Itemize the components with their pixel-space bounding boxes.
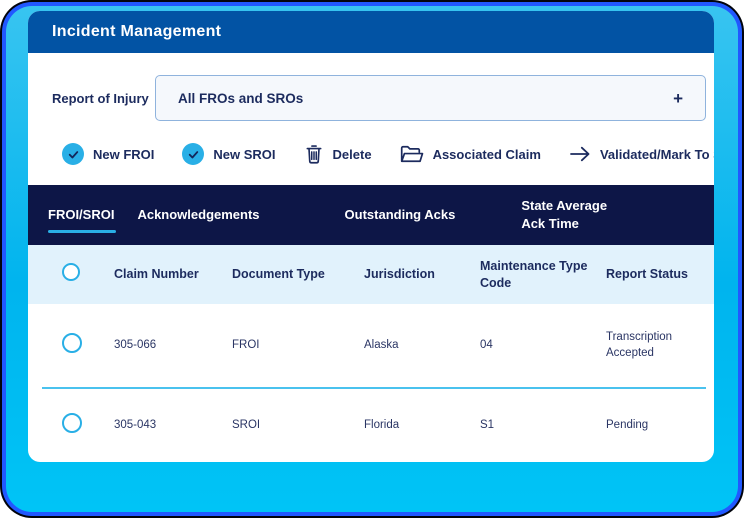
cell-maintenance-type-code: 04 bbox=[480, 338, 493, 351]
column-header-document-type: Document Type bbox=[232, 267, 325, 282]
toolbar: New FROI New SROI Delete bbox=[28, 135, 714, 173]
row-select-radio[interactable] bbox=[62, 333, 82, 353]
select-all-radio[interactable] bbox=[62, 263, 80, 281]
column-header-claim-number: Claim Number bbox=[114, 267, 199, 282]
filter-row: Report of Injury All FROs and SROs + bbox=[28, 75, 714, 121]
row-divider bbox=[42, 387, 706, 389]
column-header-jurisdiction: Jurisdiction bbox=[364, 267, 435, 282]
delete-button[interactable]: Delete bbox=[304, 143, 372, 165]
cell-maintenance-type-code: S1 bbox=[480, 418, 495, 431]
check-circle-icon[interactable] bbox=[182, 143, 205, 165]
table-row[interactable]: 305-043 SROI Florida S1 Pending bbox=[28, 389, 714, 462]
frame-cyan-ring: Incident Management Report of Injury All… bbox=[6, 6, 738, 512]
new-froi-button[interactable]: New FROI bbox=[62, 143, 154, 165]
check-circle-icon[interactable] bbox=[62, 143, 84, 165]
delete-label: Delete bbox=[332, 146, 372, 162]
cell-report-status: Transcription Accepted bbox=[606, 330, 673, 359]
cell-document-type: SROI bbox=[232, 418, 261, 431]
window-header: Incident Management bbox=[28, 11, 714, 53]
validated-mark-to-send-label: Validated/Mark To Send bbox=[599, 146, 714, 162]
associated-claim-button[interactable]: Associated Claim bbox=[400, 144, 541, 164]
tab-state-average-ack-time[interactable]: State Average Ack Time bbox=[521, 198, 608, 231]
tab-acknowledgements[interactable]: Acknowledgements bbox=[137, 207, 260, 223]
cell-claim-number: 305-043 bbox=[114, 418, 157, 431]
column-header-report-status: Report Status bbox=[606, 267, 688, 282]
table-header-row: Claim Number Document Type Jurisdiction … bbox=[28, 245, 714, 304]
folder-icon bbox=[400, 144, 424, 164]
new-sroi-button[interactable]: New SROI bbox=[182, 143, 276, 165]
tab-bar: FROI/SROI Acknowledgements Outstanding A… bbox=[28, 185, 714, 245]
associated-claim-label: Associated Claim bbox=[432, 146, 541, 162]
cell-jurisdiction: Florida bbox=[364, 418, 400, 431]
validated-mark-to-send-button[interactable]: Validated/Mark To Send bbox=[569, 145, 714, 163]
plus-icon[interactable]: + bbox=[673, 88, 683, 108]
new-sroi-label: New SROI bbox=[213, 146, 276, 162]
cell-document-type: FROI bbox=[232, 338, 260, 351]
report-of-injury-label: Report of Injury bbox=[52, 90, 149, 106]
row-select-radio[interactable] bbox=[62, 413, 82, 433]
new-froi-label: New FROI bbox=[93, 146, 155, 162]
incident-management-window: Incident Management Report of Injury All… bbox=[28, 11, 714, 462]
dropdown-selected-value: All FROs and SROs bbox=[178, 90, 304, 106]
trash-icon bbox=[304, 143, 324, 165]
cell-jurisdiction: Alaska bbox=[364, 338, 399, 351]
report-of-injury-dropdown[interactable]: All FROs and SROs + bbox=[155, 75, 706, 121]
tab-outstanding-acks[interactable]: Outstanding Acks bbox=[344, 207, 456, 223]
table-row[interactable]: 305-066 FROI Alaska 04 Transcription Acc… bbox=[28, 304, 714, 387]
tab-froi-sroi[interactable]: FROI/SROI bbox=[48, 207, 117, 233]
column-header-maintenance-type-code: Maintenance Type Code bbox=[480, 259, 588, 290]
cell-claim-number: 305-066 bbox=[114, 338, 157, 351]
cell-report-status: Pending bbox=[606, 418, 649, 431]
arrow-right-icon bbox=[569, 145, 591, 163]
page-title: Incident Management bbox=[52, 23, 222, 40]
